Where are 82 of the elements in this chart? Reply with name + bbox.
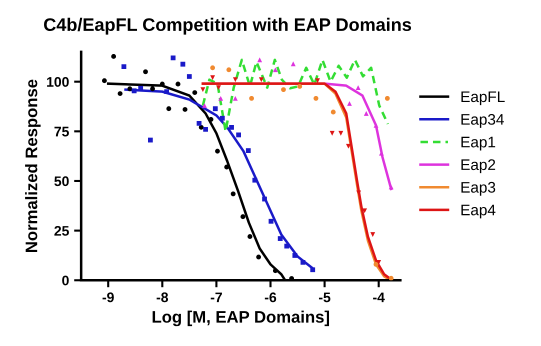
- point: [256, 254, 262, 260]
- point: [215, 148, 220, 154]
- point: [186, 74, 192, 79]
- point: [272, 268, 278, 274]
- point: [232, 96, 238, 101]
- x-tick-label: -6: [264, 292, 276, 302]
- point: [347, 101, 352, 106]
- point: [230, 191, 236, 196]
- legend-label: Eap4: [461, 204, 496, 218]
- legend-label: Eap1: [461, 136, 496, 150]
- point: [240, 214, 246, 220]
- point: [182, 107, 188, 112]
- legend-label: Eap2: [461, 159, 496, 174]
- point: [121, 64, 126, 69]
- point: [218, 96, 224, 101]
- point: [384, 96, 390, 101]
- point: [192, 90, 198, 96]
- point: [226, 67, 232, 72]
- point: [292, 253, 298, 258]
- point: [210, 75, 216, 80]
- y-tick-label: 100: [47, 77, 69, 87]
- point: [374, 122, 378, 128]
- point: [281, 87, 286, 92]
- point: [370, 232, 376, 237]
- point: [200, 87, 206, 92]
- point: [262, 196, 267, 202]
- legend-label: Eap3: [461, 182, 496, 196]
- point: [236, 132, 241, 138]
- point: [232, 77, 238, 82]
- point: [338, 130, 344, 136]
- point: [272, 67, 278, 72]
- point: [170, 55, 176, 60]
- point: [166, 106, 172, 112]
- point: [127, 86, 132, 92]
- point: [176, 82, 180, 86]
- point: [180, 62, 186, 67]
- point: [297, 84, 302, 89]
- point: [300, 260, 306, 265]
- point: [388, 276, 394, 280]
- point: [111, 54, 116, 59]
- legend-label: Eap34: [461, 114, 504, 128]
- point: [314, 96, 318, 101]
- chart-title: C4b/EapFL Competition with EAP Domains: [44, 18, 412, 35]
- y-tick-label: 25: [54, 226, 69, 236]
- line-series: [202, 58, 390, 133]
- point: [364, 111, 369, 116]
- point: [330, 130, 335, 136]
- point: [249, 96, 254, 101]
- point: [118, 91, 123, 96]
- y-tick-label: 0: [62, 276, 69, 286]
- point: [208, 117, 214, 122]
- point: [210, 65, 216, 70]
- point: [164, 89, 170, 94]
- y-tick-label: 50: [54, 176, 69, 186]
- point: [148, 138, 153, 142]
- x-tick-label: -5: [318, 292, 330, 302]
- x-tick-label: -7: [210, 292, 222, 302]
- point: [143, 69, 148, 74]
- point: [229, 124, 234, 130]
- point: [330, 110, 336, 114]
- point: [388, 184, 394, 190]
- point: [246, 148, 251, 153]
- x-tick-label: -9: [102, 292, 114, 302]
- x-tick-label: -4: [373, 292, 385, 302]
- point: [102, 78, 107, 84]
- y-tick-label: 75: [54, 126, 69, 136]
- x-tick-label: -8: [156, 292, 168, 302]
- x-axis-title: Log [M, EAP Domains]: [152, 310, 330, 326]
- y-axis-title: Normalized Response: [25, 80, 41, 252]
- point: [220, 116, 225, 121]
- point: [202, 103, 207, 108]
- point: [278, 236, 283, 241]
- point: [356, 85, 361, 90]
- point: [284, 244, 290, 249]
- point: [374, 262, 378, 267]
- point: [216, 85, 221, 90]
- point: [248, 234, 252, 239]
- point: [268, 218, 274, 224]
- legend-label: EapFL: [461, 91, 505, 106]
- point: [196, 120, 202, 126]
- point: [203, 126, 208, 132]
- point: [150, 86, 155, 92]
